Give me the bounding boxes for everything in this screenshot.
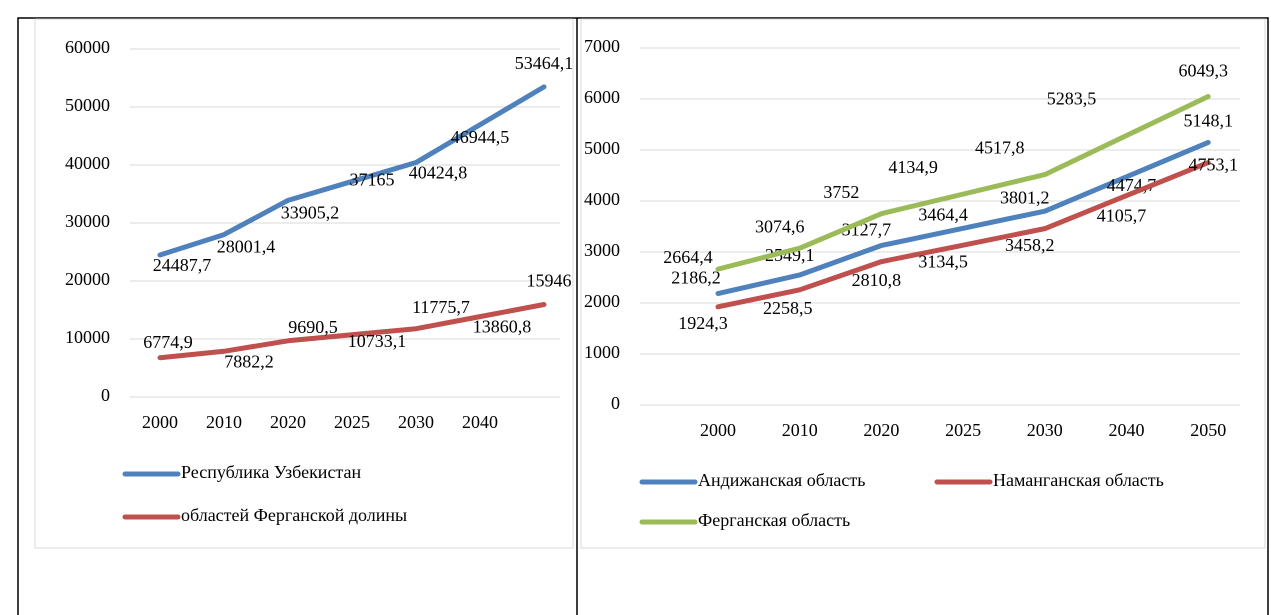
- chart-frame: [34, 18, 574, 549]
- series-line: [715, 139, 1211, 297]
- legend-label: областей Ферганской долины: [181, 505, 407, 525]
- data-label: 37165: [350, 170, 395, 190]
- data-label: 3801,2: [1000, 187, 1050, 207]
- data-label: 1924,3: [678, 313, 728, 333]
- data-label: 4134,9: [888, 157, 938, 177]
- data-label: 2549,1: [765, 245, 815, 265]
- legend-label: Наманганская область: [993, 470, 1164, 490]
- x-tick-label: 2010: [782, 420, 818, 440]
- data-label: 5148,1: [1183, 111, 1233, 131]
- outer-frame: [17, 17, 1269, 615]
- data-label: 46944,5: [451, 127, 510, 147]
- y-tick-label: 1000: [584, 342, 620, 362]
- data-label: 6774,9: [143, 332, 193, 352]
- data-label: 4517,8: [975, 138, 1025, 158]
- x-tick-label: 2030: [398, 412, 434, 432]
- x-tick-label: 2000: [142, 412, 178, 432]
- x-tick-label: 2040: [1109, 420, 1145, 440]
- data-label: 6049,3: [1178, 61, 1228, 81]
- data-label: 10733,1: [348, 331, 407, 351]
- y-tick-label: 2000: [584, 291, 620, 311]
- y-tick-label: 3000: [584, 240, 620, 260]
- series-line: [157, 84, 547, 258]
- legend-label: Республика Узбекистан: [181, 462, 362, 482]
- data-label: 2664,4: [663, 247, 713, 267]
- data-label: 53464,1: [515, 53, 574, 73]
- legend-label: Андижанская область: [698, 470, 865, 490]
- data-label: 3074,6: [755, 216, 805, 236]
- y-tick-label: 10000: [65, 327, 110, 347]
- data-label: 4753,1: [1188, 155, 1238, 175]
- data-label: 28001,4: [217, 237, 276, 257]
- data-label: 40424,8: [409, 163, 468, 183]
- data-label: 7882,2: [224, 351, 274, 371]
- y-tick-label: 5000: [584, 138, 620, 158]
- data-label: 9690,5: [288, 317, 338, 337]
- x-tick-label: 2020: [270, 412, 306, 432]
- data-label: 2810,8: [852, 270, 902, 290]
- data-label: 3458,2: [1005, 235, 1055, 255]
- y-tick-label: 4000: [584, 189, 620, 209]
- series-line: [157, 302, 547, 361]
- x-tick-label: 2000: [700, 420, 736, 440]
- data-label: 24487,7: [153, 255, 212, 275]
- y-tick-label: 0: [611, 393, 620, 413]
- x-tick-label: 2030: [1027, 420, 1063, 440]
- x-tick-label: 2025: [945, 420, 981, 440]
- y-tick-label: 20000: [65, 269, 110, 289]
- data-label: 2186,2: [671, 268, 721, 288]
- data-label: 4105,7: [1097, 206, 1147, 226]
- data-label: 33905,2: [281, 202, 340, 222]
- data-label: 15946: [527, 271, 572, 291]
- x-tick-label: 2010: [206, 412, 242, 432]
- x-tick-label: 2050: [1190, 420, 1226, 440]
- y-tick-label: 40000: [65, 153, 110, 173]
- series-line: [715, 93, 1211, 272]
- y-tick-label: 7000: [584, 36, 620, 56]
- data-label: 5283,5: [1047, 89, 1097, 109]
- x-tick-label: 2020: [863, 420, 899, 440]
- y-tick-label: 6000: [584, 87, 620, 107]
- chart-frame: [580, 18, 1266, 549]
- x-tick-label: 2040: [462, 412, 498, 432]
- data-label: 13860,8: [473, 317, 532, 337]
- x-tick-label: 2025: [334, 412, 370, 432]
- data-label: 2258,5: [763, 298, 813, 318]
- data-label: 3134,5: [918, 251, 968, 271]
- legend-label: Ферганская область: [698, 510, 850, 530]
- y-tick-label: 0: [101, 385, 110, 405]
- data-label: 3464,4: [918, 204, 968, 224]
- series-line: [715, 160, 1211, 310]
- y-tick-label: 60000: [65, 37, 110, 57]
- data-label: 11775,7: [412, 297, 470, 317]
- data-label: 3752: [823, 182, 859, 202]
- y-tick-label: 50000: [65, 95, 110, 115]
- y-tick-label: 30000: [65, 211, 110, 231]
